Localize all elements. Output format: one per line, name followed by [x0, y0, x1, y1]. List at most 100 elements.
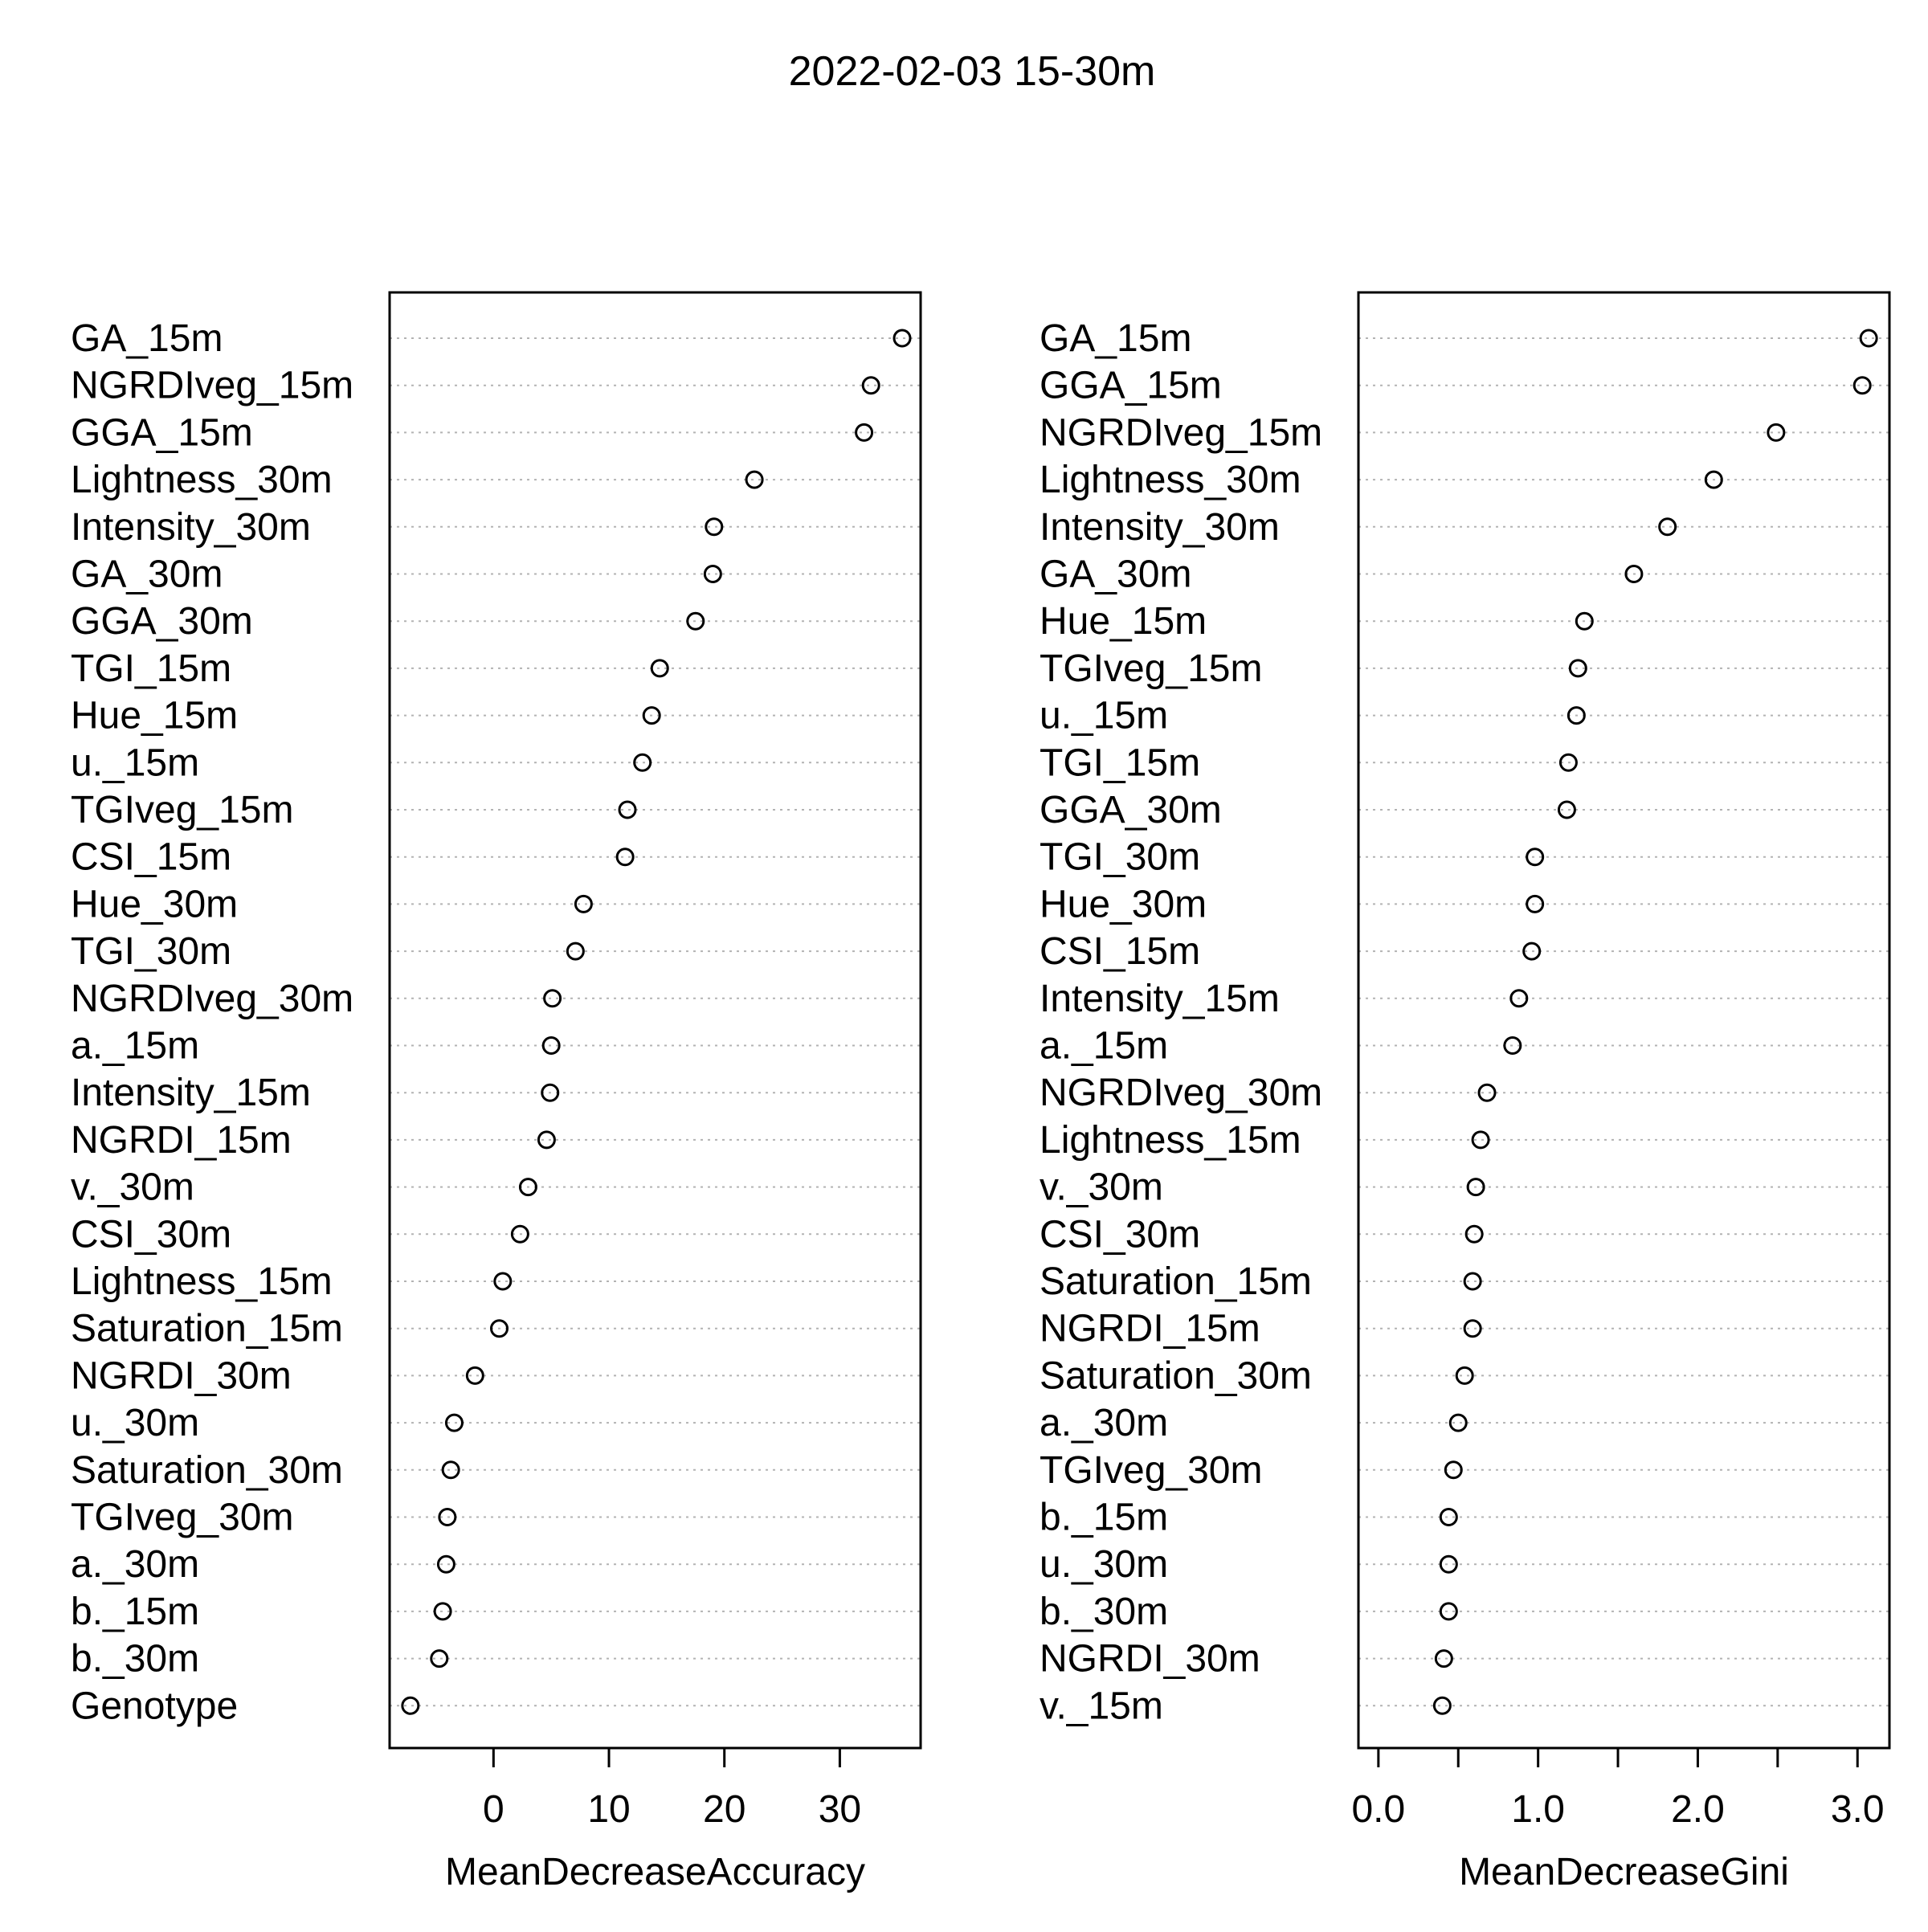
data-point	[686, 611, 705, 631]
category-label: b._15m	[1040, 1497, 1168, 1539]
data-point	[1658, 517, 1677, 537]
category-label: CSI_15m	[1040, 930, 1200, 973]
category-label: a._30m	[71, 1543, 199, 1586]
data-point	[1526, 894, 1545, 913]
category-label: TGI_15m	[71, 647, 231, 690]
data-point	[444, 1413, 464, 1432]
data-point	[490, 1319, 509, 1338]
category-label: Hue_30m	[1040, 883, 1207, 925]
data-point	[893, 329, 912, 348]
data-point	[642, 706, 661, 725]
category-label: Intensity_30m	[71, 506, 311, 549]
x-tick-label: 20	[703, 1788, 745, 1831]
category-label: NGRDIveg_15m	[71, 365, 353, 407]
data-point	[493, 1272, 513, 1291]
category-label: u._30m	[71, 1402, 199, 1444]
data-point	[1464, 1224, 1484, 1244]
category-label: GA_15m	[1040, 317, 1191, 360]
category-label: Saturation_15m	[1040, 1260, 1312, 1303]
data-point	[1477, 1083, 1497, 1102]
category-label: Intensity_15m	[1040, 978, 1280, 1020]
x-axis-title: MeanDecreaseGini	[1459, 1851, 1789, 1893]
category-label: TGIveg_30m	[71, 1497, 293, 1539]
category-label: Hue_30m	[71, 883, 238, 925]
category-label: NGRDI_30m	[1040, 1638, 1260, 1681]
category-label: u._15m	[71, 741, 199, 784]
category-label: Lightness_30m	[1040, 459, 1301, 501]
x-axis-title: MeanDecreaseAccuracy	[445, 1851, 865, 1893]
category-label: u._30m	[1040, 1543, 1168, 1586]
data-point	[615, 848, 635, 867]
data-point	[541, 1036, 561, 1055]
category-label: b._30m	[1040, 1591, 1168, 1633]
category-label: v._15m	[1040, 1685, 1163, 1727]
data-point	[465, 1366, 484, 1385]
category-label: GGA_15m	[71, 411, 253, 454]
data-point	[436, 1554, 455, 1574]
x-tick-label: 0.0	[1351, 1788, 1405, 1831]
category-label: GGA_30m	[71, 600, 253, 643]
data-point	[1503, 1036, 1522, 1055]
category-label: CSI_15m	[71, 836, 231, 879]
category-label: GA_30m	[71, 553, 223, 596]
data-point	[566, 941, 585, 961]
category-label: NGRDI_30m	[71, 1354, 292, 1397]
category-label: Saturation_15m	[71, 1308, 343, 1350]
data-point	[1624, 565, 1644, 583]
data-point	[1557, 800, 1576, 819]
data-point	[1439, 1602, 1458, 1621]
x-tick-label: 1.0	[1511, 1788, 1565, 1831]
data-point	[1575, 611, 1594, 631]
x-tick-label: 30	[819, 1788, 861, 1831]
data-point	[1439, 1554, 1458, 1574]
data-point	[633, 753, 652, 772]
category-label: TGIveg_15m	[1040, 647, 1262, 690]
data-point	[1455, 1366, 1474, 1385]
data-point	[1704, 470, 1723, 489]
data-point	[650, 659, 669, 678]
category-label: NGRDIveg_30m	[71, 978, 353, 1020]
data-point	[1767, 423, 1786, 442]
category-label: TGI_15m	[1040, 741, 1200, 784]
category-label: TGI_30m	[1040, 836, 1200, 879]
category-label: Lightness_15m	[71, 1260, 333, 1303]
category-label: Hue_15m	[1040, 600, 1207, 643]
category-label: GA_15m	[71, 317, 223, 360]
category-label: a._15m	[1040, 1025, 1168, 1068]
category-label: u._15m	[1040, 695, 1168, 737]
data-point	[543, 989, 562, 1008]
x-tick-label: 10	[587, 1788, 630, 1831]
category-label: TGI_30m	[71, 930, 231, 973]
data-point	[1432, 1696, 1452, 1715]
data-point	[518, 1178, 537, 1197]
data-point	[618, 800, 637, 819]
data-point	[1859, 329, 1878, 348]
data-point	[1471, 1130, 1490, 1150]
category-label: Hue_15m	[71, 695, 238, 737]
data-point	[574, 894, 593, 913]
data-point	[1566, 706, 1586, 725]
data-point	[703, 565, 722, 583]
category-label: CSI_30m	[71, 1213, 231, 1256]
data-point	[510, 1224, 529, 1244]
data-point	[1439, 1508, 1458, 1526]
data-point	[1568, 659, 1587, 678]
category-label: Lightness_15m	[1040, 1119, 1301, 1162]
x-tick-label: 3.0	[1831, 1788, 1885, 1831]
data-point	[1558, 753, 1578, 772]
data-point	[401, 1696, 420, 1715]
category-label: v._30m	[71, 1166, 194, 1209]
category-label: Genotype	[71, 1685, 238, 1727]
category-label: NGRDIveg_30m	[1040, 1072, 1322, 1114]
data-point	[541, 1083, 560, 1102]
category-label: v._30m	[1040, 1166, 1163, 1209]
x-tick-label: 2.0	[1671, 1788, 1725, 1831]
data-point	[1852, 376, 1872, 395]
data-point	[1466, 1178, 1485, 1197]
category-label: NGRDI_15m	[1040, 1308, 1260, 1350]
category-label: b._15m	[71, 1591, 199, 1633]
category-label: a._30m	[1040, 1402, 1168, 1444]
category-label: NGRDIveg_15m	[1040, 411, 1322, 454]
